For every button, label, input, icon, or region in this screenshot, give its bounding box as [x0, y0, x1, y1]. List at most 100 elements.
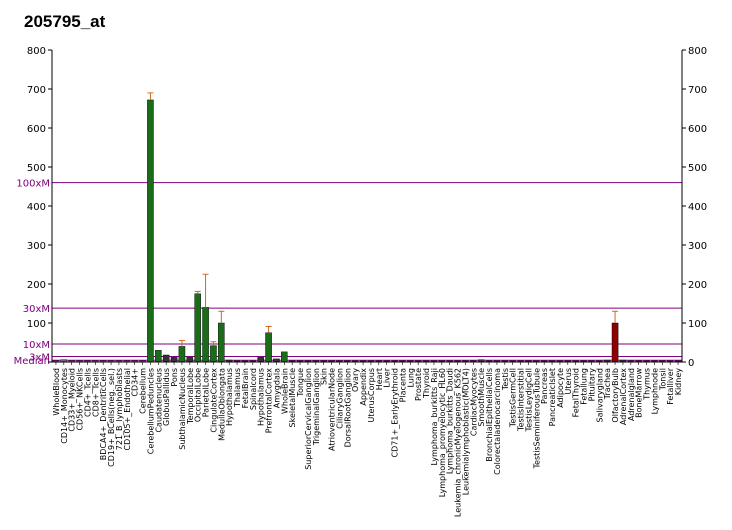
category-label: TestisInterstitial	[517, 368, 526, 432]
category-label: Tonsil	[658, 368, 667, 391]
ref-line-label: 3xM	[29, 353, 50, 364]
bar	[202, 307, 209, 363]
category-label: CardiacMyocytes	[469, 368, 478, 436]
category-label: Placenta	[398, 368, 407, 402]
category-label: TestisSeminiferousTubule	[532, 368, 541, 470]
category-label: Hypothalamus	[257, 368, 266, 426]
category-label: SmoothMuscle	[477, 368, 486, 427]
ref-line-label: 100xM	[16, 179, 50, 190]
category-label: ParietalLobe	[202, 368, 211, 417]
y-tick-label-left: 300	[27, 241, 46, 252]
category-label: Pancreas	[540, 368, 549, 404]
category-label: MedullaOblongata	[217, 368, 226, 441]
category-label: Tongue	[296, 368, 305, 398]
category-label: CiliaryGanglion	[335, 368, 344, 429]
ref-line-label: 30xM	[23, 304, 50, 315]
category-label: SubthalamicNucleus	[178, 368, 187, 450]
category-label: TemporalLobe	[186, 368, 195, 425]
category-label: Adipocyte	[556, 368, 565, 408]
category-label: WholeBlood	[52, 368, 61, 416]
category-label: Ovary	[351, 368, 360, 392]
bar	[178, 346, 186, 363]
category-label: AdrenalCortex	[619, 368, 628, 425]
category-label: PancreaticIslet	[548, 368, 557, 426]
category-label: UterusCorpus	[367, 368, 376, 423]
category-label: Thalamus	[233, 368, 242, 408]
y-tick-label-left: 600	[27, 124, 46, 135]
category-label: CD4+_Tcells	[83, 368, 92, 417]
category-label: CD56+_NKCells	[76, 368, 85, 431]
y-tick-label-right: 800	[688, 46, 707, 57]
ref-line-label: Median	[14, 356, 50, 367]
chart-title: 205795_at	[24, 12, 106, 31]
category-label: GlobusPallidus	[162, 368, 171, 426]
category-label: FetalThyroid	[572, 368, 581, 417]
category-label: DorsalRootGanglion	[343, 368, 352, 447]
y-tick-label-right: 100	[688, 319, 707, 330]
category-label: CD33+_Myeloid	[68, 368, 77, 432]
category-label: TrigeminalGanglion	[312, 368, 321, 446]
bar	[194, 293, 201, 363]
category-label: Salivarygland	[595, 368, 604, 422]
axes: 0 100 100 200 200 300 300 400 400 500 500 600 600 700…	[27, 46, 707, 369]
category-label: Fetallung	[580, 368, 589, 405]
category-label: Thymus	[643, 368, 652, 401]
category-label: Adrenalgland	[627, 368, 636, 421]
y-tick-label-right: 0	[688, 358, 694, 369]
category-label: CD8+_Tcells	[91, 368, 100, 417]
bar	[210, 345, 217, 363]
y-tick-label-left: 400	[27, 202, 46, 213]
category-label: WholeBrain	[280, 368, 289, 414]
bar	[257, 357, 264, 363]
y-tick-label-right: 700	[688, 85, 707, 96]
category-label: CD71+_EarlyErythroid	[391, 368, 400, 457]
category-label: Caudatenucleus	[154, 368, 163, 433]
category-label: Pituitary	[587, 368, 596, 402]
category-label: Leukemialymphoblastic(MOLT4)	[461, 368, 470, 495]
category-label: PrefrontalCortex	[265, 368, 274, 434]
y-tick-label-right: 500	[688, 163, 707, 174]
category-label: CerebellumPeduncles	[146, 368, 155, 454]
category-label: Colorectaladenocarcinoma	[493, 368, 502, 475]
category-label: CD34+	[131, 368, 140, 397]
category-label: Skin	[320, 368, 329, 385]
category-label: Trachea	[603, 368, 612, 400]
category-label: BronchialEpithelialCells	[485, 368, 494, 462]
y-tick-label-left: 700	[27, 85, 46, 96]
y-tick-label-right: 400	[688, 202, 707, 213]
bar	[170, 357, 178, 363]
category-label: FetalBrain	[241, 368, 250, 408]
bar	[611, 322, 619, 363]
category-label: Lymphoma_burkitts_Daudi	[446, 368, 455, 474]
category-label: 721_B_lymphoblasts	[115, 368, 124, 450]
y-tick-label-left: 800	[27, 46, 46, 57]
bar	[265, 332, 272, 363]
category-label: Pons	[170, 368, 179, 387]
y-tick-label-right: 300	[688, 241, 707, 252]
category-label: Uterus	[564, 368, 573, 394]
category-label: BoneMarrow	[635, 368, 644, 418]
category-label: AtrioventricularNode	[328, 368, 337, 451]
bar	[162, 354, 170, 363]
category-label: Fetalliver	[666, 367, 675, 404]
category-label: Lymphoma_promyelocytic_HL60	[438, 368, 447, 497]
category-label: TestisGermCell	[509, 368, 518, 428]
y-tick-label-left: 200	[27, 280, 46, 291]
category-label: Heart	[375, 368, 384, 390]
category-label: Lung	[406, 368, 415, 388]
category-label: CD105+_Endothelial	[123, 368, 132, 451]
category-label: Testis	[501, 368, 510, 391]
category-label: Kidney	[674, 368, 683, 396]
category-label: Thyroid	[422, 368, 431, 399]
category-label: Spinalcord	[249, 368, 258, 410]
category-label: CingulateCortex	[209, 368, 218, 433]
category-label: SuperiorCervicalGanglion	[304, 368, 313, 470]
category-label: OccipitalLobe	[194, 368, 203, 422]
category-label: Liver	[383, 367, 392, 387]
bars	[52, 92, 682, 363]
category-label: Cerebellum	[139, 368, 148, 414]
y-tick-label-left: 100	[27, 319, 46, 330]
category-label: Lymphnode	[650, 368, 659, 414]
